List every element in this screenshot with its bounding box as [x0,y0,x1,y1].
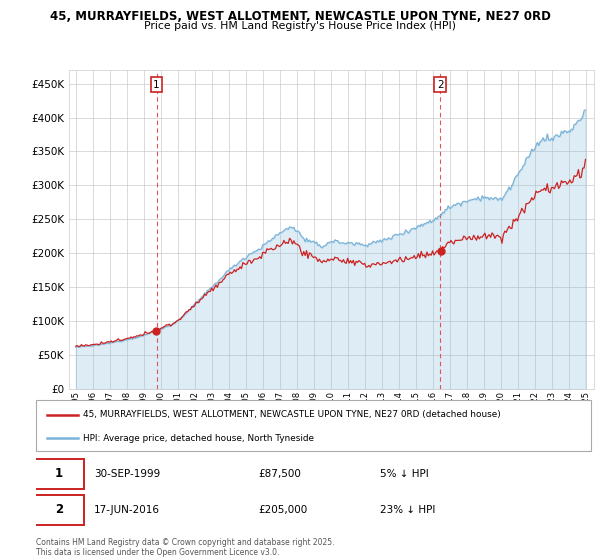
Text: Price paid vs. HM Land Registry's House Price Index (HPI): Price paid vs. HM Land Registry's House … [144,21,456,31]
Text: 1: 1 [153,80,160,90]
Text: 2: 2 [55,503,63,516]
Text: 1: 1 [55,467,63,480]
Text: 45, MURRAYFIELDS, WEST ALLOTMENT, NEWCASTLE UPON TYNE, NE27 0RD (detached house): 45, MURRAYFIELDS, WEST ALLOTMENT, NEWCAS… [83,410,501,419]
FancyBboxPatch shape [36,400,591,451]
Text: £87,500: £87,500 [258,469,301,479]
Text: 45, MURRAYFIELDS, WEST ALLOTMENT, NEWCASTLE UPON TYNE, NE27 0RD: 45, MURRAYFIELDS, WEST ALLOTMENT, NEWCAS… [50,10,550,22]
FancyBboxPatch shape [33,459,84,488]
Text: Contains HM Land Registry data © Crown copyright and database right 2025.
This d: Contains HM Land Registry data © Crown c… [36,538,335,557]
Text: HPI: Average price, detached house, North Tyneside: HPI: Average price, detached house, Nort… [83,433,314,443]
Text: 17-JUN-2016: 17-JUN-2016 [94,505,160,515]
Text: 30-SEP-1999: 30-SEP-1999 [94,469,161,479]
Text: 5% ↓ HPI: 5% ↓ HPI [380,469,429,479]
Text: £205,000: £205,000 [258,505,307,515]
Text: 2: 2 [437,80,444,90]
FancyBboxPatch shape [33,495,84,525]
Text: 23% ↓ HPI: 23% ↓ HPI [380,505,436,515]
